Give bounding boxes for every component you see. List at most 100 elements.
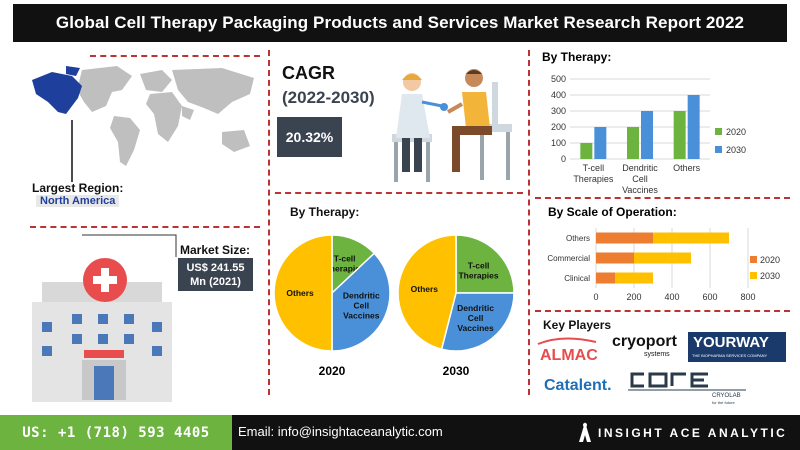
cagr-period: (2022-2030) xyxy=(282,88,375,107)
y-tick-label: 300 xyxy=(551,106,566,116)
y-category-label: Commercial xyxy=(547,254,590,263)
pie-slice xyxy=(397,234,457,351)
pie-slice-label: Therapies xyxy=(458,270,498,280)
pie-slice-label: Others xyxy=(286,288,314,298)
pie-year-label: 2020 xyxy=(319,364,346,378)
pie-slice-label: Dendritic xyxy=(343,291,380,301)
logo-yourway: YOURWAY xyxy=(693,334,769,351)
largest-region-value: North America xyxy=(36,195,120,207)
x-tick-label: 800 xyxy=(740,292,755,302)
scale-bar-chart: By Scale of Operation: 0 200 400 600 800 Other… xyxy=(547,205,780,302)
hbar-2020 xyxy=(596,252,634,264)
logo-cryoport-sub: systems xyxy=(644,351,670,358)
x-category-label: Therapies xyxy=(573,174,614,184)
market-size-value-line1: US$ 241.55 xyxy=(186,262,245,274)
divider xyxy=(535,197,790,199)
legend-label: 2020 xyxy=(760,255,780,265)
y-tick-label: 500 xyxy=(551,74,566,84)
pie-slice-label: Cell xyxy=(353,301,369,311)
footer-bar: Email: info@insightaceanalytic.com INSIG… xyxy=(232,415,800,450)
legend-label: 2020 xyxy=(726,127,746,137)
core-logo-mark xyxy=(630,372,708,388)
legend-swatch xyxy=(750,256,757,263)
footer-phone: US: +1 (718) 593 4405 xyxy=(0,415,232,450)
pie-slice-label: Cell xyxy=(468,313,484,323)
legend-swatch xyxy=(715,146,722,153)
y-tick-label: 100 xyxy=(551,138,566,148)
largest-region-label: Largest Region: xyxy=(32,181,124,195)
logo-catalent: Catalent. xyxy=(544,377,612,394)
divider xyxy=(528,50,530,395)
cagr-value: 20.32% xyxy=(277,117,342,157)
x-tick-label: 600 xyxy=(702,292,717,302)
pie-slice-label: T-cell xyxy=(334,254,356,264)
y-category-label: Clinical xyxy=(564,274,590,283)
market-size-value: US$ 241.55 Mn (2021) xyxy=(178,258,253,291)
bar-2020 xyxy=(580,143,593,159)
y-tick-label: 0 xyxy=(561,154,566,164)
pies-title: By Therapy: xyxy=(290,205,360,219)
x-category-label: Cell xyxy=(632,174,648,184)
bar-2030 xyxy=(687,95,700,159)
key-players-label: Key Players xyxy=(543,318,612,332)
legend-swatch xyxy=(715,128,722,135)
logo-cryolab: CRYOLAB xyxy=(712,393,741,399)
bar-2020 xyxy=(673,111,686,159)
yourway-logo-bg xyxy=(688,332,786,362)
x-tick-label: 400 xyxy=(664,292,679,302)
page-title: Global Cell Therapy Packaging Products a… xyxy=(13,4,787,42)
x-category-label: Vaccines xyxy=(622,185,658,194)
pie-slice-label: Vaccines xyxy=(457,323,494,333)
divider xyxy=(268,50,270,395)
y-tick-label: 200 xyxy=(551,122,566,132)
divider xyxy=(30,226,260,228)
y-tick-label: 400 xyxy=(551,90,566,100)
x-category-label: Others xyxy=(673,163,701,173)
brand-logo-icon xyxy=(579,422,591,442)
hbar-2030 xyxy=(634,252,691,264)
logo-cryoport: cryoport xyxy=(612,333,678,350)
hbar-2020 xyxy=(596,232,653,244)
footer-email: Email: info@insightaceanalytic.com xyxy=(238,424,443,439)
pie-slice-label: T-cell xyxy=(468,260,490,270)
pie-slice-label: Dendritic xyxy=(457,303,494,313)
divider xyxy=(275,192,523,194)
x-tick-label: 0 xyxy=(593,292,598,302)
pie-slice xyxy=(273,234,333,352)
almac-logo-swoosh xyxy=(537,337,597,345)
cagr-label: CAGR xyxy=(282,63,335,83)
bar-2020 xyxy=(627,127,639,159)
y-category-label: Others xyxy=(566,234,590,243)
hbar-chart-title: By Scale of Operation: xyxy=(548,205,677,219)
market-size-value-line2: Mn (2021) xyxy=(190,276,241,288)
doctor-patient-icon xyxy=(392,69,512,182)
hospital-icon xyxy=(32,234,177,402)
pie-slice xyxy=(455,234,515,294)
hbar-2020 xyxy=(596,272,615,284)
x-category-label: T-cell xyxy=(583,163,605,173)
player-logos: ALMAC cryoport systems YOURWAY THE BIOPH… xyxy=(537,332,786,405)
pie-slice-label: Others xyxy=(411,284,439,294)
legend-swatch xyxy=(750,272,757,279)
world-map-icon xyxy=(32,66,254,182)
bar-2030 xyxy=(641,111,653,159)
divider xyxy=(90,55,260,57)
pie-slice xyxy=(440,292,515,352)
bar-chart-title: By Therapy: xyxy=(542,50,611,64)
logo-cryolab-sub: for the future xyxy=(712,400,735,405)
pie-slice-label: Therapies xyxy=(325,264,365,274)
pie-slice xyxy=(331,252,391,352)
north-america-highlight xyxy=(32,72,82,114)
divider xyxy=(535,310,790,312)
legend-label: 2030 xyxy=(760,271,780,281)
x-tick-label: 200 xyxy=(626,292,641,302)
therapy-pie-charts: T-cellTherapiesDendriticCellVaccinesOthe… xyxy=(273,234,515,378)
logo-yourway-sub: THE BIOPHARMA SERVICES COMPANY xyxy=(692,353,768,358)
hbar-2030 xyxy=(615,272,653,284)
pie-year-label: 2030 xyxy=(443,364,470,378)
footer-brand: INSIGHT ACE ANALYTIC xyxy=(598,426,788,440)
pie-slice-label: Vaccines xyxy=(343,311,380,321)
logo-almac: ALMAC xyxy=(540,347,598,364)
hbar-2030 xyxy=(653,232,729,244)
